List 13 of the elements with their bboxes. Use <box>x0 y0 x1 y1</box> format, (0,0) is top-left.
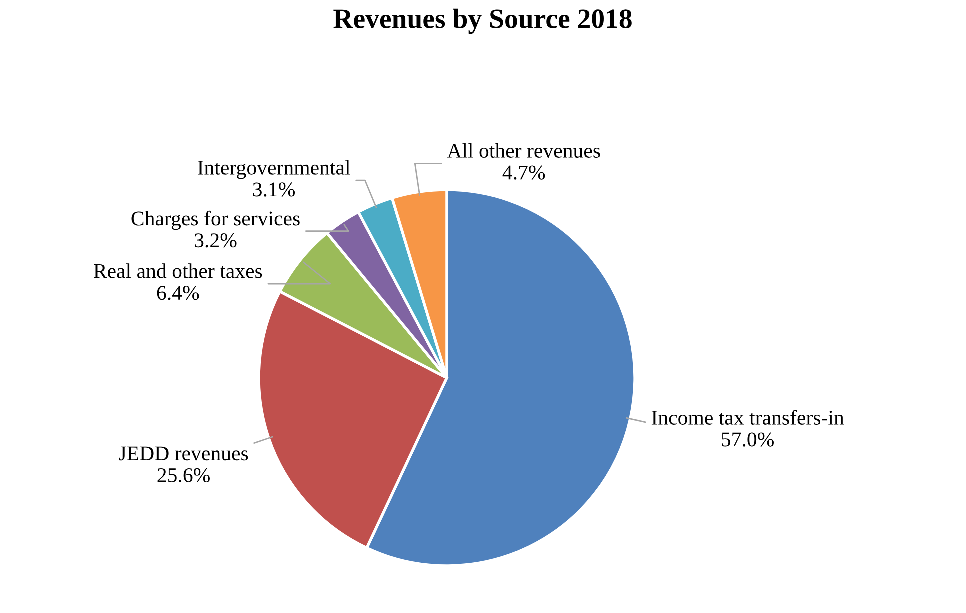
data-label: 57.0% <box>722 432 774 447</box>
slice-label: Real and other taxes <box>94 264 262 278</box>
data-label: 3.2% <box>195 234 237 248</box>
data-label: 6.4% <box>157 286 200 300</box>
slice-label: All other revenues <box>447 143 600 158</box>
slice-label: Charges for services <box>132 210 300 230</box>
slice-label: Income tax transfers-in <box>652 410 844 425</box>
data-label: 25.6% <box>158 468 210 483</box>
slice-label: Intergovernmental <box>198 160 350 180</box>
chart-title: Revenues by Source 2018 <box>334 8 632 34</box>
slice-label: JEDD revenues <box>119 446 248 461</box>
data-label: 3.1% <box>253 182 296 197</box>
data-label: 4.7% <box>502 166 546 180</box>
